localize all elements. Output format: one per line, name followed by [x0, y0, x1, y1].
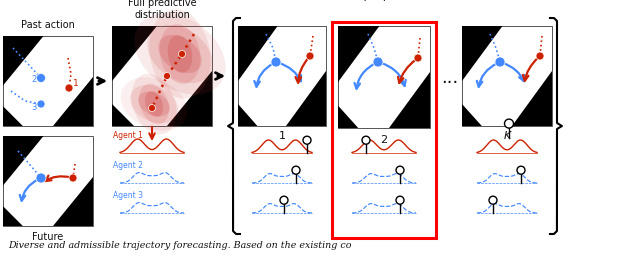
Text: Future: Future — [33, 232, 63, 242]
Circle shape — [303, 136, 311, 144]
Text: ...: ... — [442, 69, 459, 87]
Text: Agent 3: Agent 3 — [113, 191, 143, 200]
Ellipse shape — [131, 73, 177, 134]
Polygon shape — [112, 104, 134, 126]
Circle shape — [36, 73, 45, 82]
Bar — [332, 22, 436, 238]
Polygon shape — [238, 26, 278, 81]
Bar — [238, 26, 326, 126]
Circle shape — [362, 136, 370, 144]
Circle shape — [373, 57, 383, 67]
Circle shape — [148, 104, 156, 112]
Circle shape — [489, 196, 497, 204]
Circle shape — [37, 100, 45, 108]
Text: Full predictive
distribution: Full predictive distribution — [128, 0, 196, 20]
Circle shape — [163, 72, 170, 80]
Ellipse shape — [145, 91, 163, 117]
Text: 1: 1 — [73, 79, 79, 88]
Ellipse shape — [139, 84, 169, 124]
Polygon shape — [338, 105, 358, 128]
Ellipse shape — [158, 35, 202, 73]
Polygon shape — [3, 106, 23, 126]
Bar — [3, 36, 93, 126]
Polygon shape — [511, 71, 552, 126]
Text: 3: 3 — [31, 103, 36, 112]
Polygon shape — [3, 136, 44, 186]
Text: Agent 2: Agent 2 — [113, 161, 143, 170]
Circle shape — [495, 57, 505, 67]
Circle shape — [271, 57, 281, 67]
Circle shape — [36, 173, 46, 183]
Circle shape — [536, 52, 544, 60]
Polygon shape — [338, 26, 380, 82]
Polygon shape — [462, 104, 482, 126]
Text: Agent 1: Agent 1 — [113, 131, 143, 140]
Text: Diverse and admissible trajectory forecasting. Based on the existing co: Diverse and admissible trajectory foreca… — [8, 241, 351, 250]
Bar — [112, 26, 212, 126]
Circle shape — [517, 166, 525, 174]
Text: Multiple predictions: Multiple predictions — [337, 0, 440, 1]
Text: K: K — [504, 131, 511, 141]
Text: 2: 2 — [31, 75, 36, 84]
Polygon shape — [462, 26, 502, 81]
Circle shape — [414, 54, 422, 62]
Circle shape — [179, 50, 186, 58]
Ellipse shape — [159, 24, 200, 84]
Bar — [338, 26, 430, 128]
Circle shape — [306, 52, 314, 60]
Polygon shape — [52, 176, 93, 226]
Circle shape — [292, 166, 300, 174]
Ellipse shape — [134, 14, 226, 94]
Circle shape — [504, 119, 513, 128]
Circle shape — [69, 174, 77, 182]
Polygon shape — [3, 36, 44, 86]
Ellipse shape — [149, 9, 211, 99]
Ellipse shape — [120, 77, 188, 131]
Circle shape — [396, 196, 404, 204]
Bar — [3, 136, 93, 226]
Circle shape — [65, 84, 73, 92]
Circle shape — [280, 196, 288, 204]
Ellipse shape — [168, 35, 192, 73]
Polygon shape — [388, 72, 430, 128]
Polygon shape — [52, 77, 93, 126]
Ellipse shape — [147, 25, 212, 83]
Polygon shape — [3, 206, 23, 226]
Bar — [462, 26, 552, 126]
Circle shape — [396, 166, 404, 174]
Polygon shape — [112, 26, 157, 81]
Text: 1: 1 — [278, 131, 285, 141]
Text: Past action: Past action — [21, 20, 75, 30]
Polygon shape — [238, 104, 257, 126]
Ellipse shape — [138, 92, 170, 116]
Polygon shape — [287, 71, 326, 126]
Text: 2: 2 — [380, 135, 388, 145]
Polygon shape — [167, 71, 212, 126]
Ellipse shape — [130, 85, 178, 123]
